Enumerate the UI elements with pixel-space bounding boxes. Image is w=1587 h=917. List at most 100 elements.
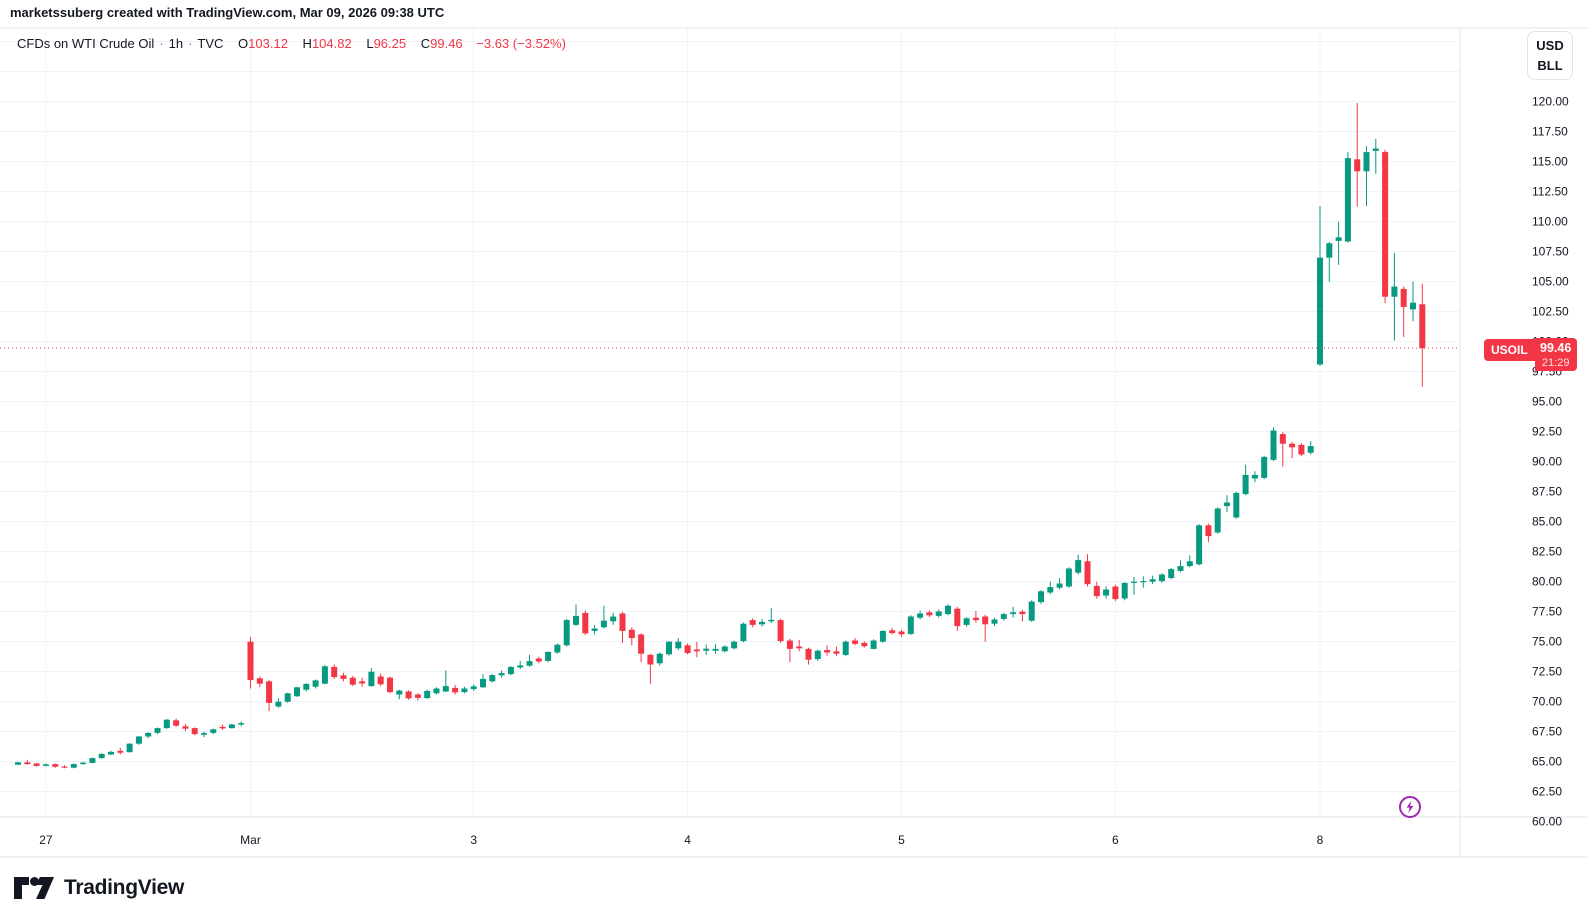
candle[interactable] bbox=[1186, 555, 1193, 568]
candle[interactable] bbox=[703, 644, 710, 655]
candle[interactable] bbox=[805, 647, 812, 665]
candle[interactable] bbox=[368, 668, 375, 687]
candle[interactable] bbox=[870, 639, 877, 650]
candle[interactable] bbox=[321, 665, 328, 685]
candle[interactable] bbox=[954, 606, 961, 631]
candle[interactable] bbox=[675, 638, 682, 651]
candle[interactable] bbox=[898, 629, 905, 637]
candle[interactable] bbox=[1047, 581, 1054, 595]
candle[interactable] bbox=[294, 686, 300, 697]
candle[interactable] bbox=[284, 692, 291, 703]
candle[interactable] bbox=[210, 728, 217, 735]
candle[interactable] bbox=[1372, 138, 1379, 174]
candle[interactable] bbox=[1251, 471, 1258, 483]
candle[interactable] bbox=[1019, 609, 1026, 622]
candle[interactable] bbox=[1140, 576, 1147, 588]
candle[interactable] bbox=[80, 761, 87, 765]
candle[interactable] bbox=[1279, 431, 1286, 467]
candle[interactable] bbox=[684, 643, 691, 655]
candle[interactable] bbox=[1131, 576, 1137, 595]
candle[interactable] bbox=[517, 660, 524, 670]
candle[interactable] bbox=[331, 664, 338, 679]
candle[interactable] bbox=[638, 633, 645, 663]
candle[interactable] bbox=[1382, 149, 1389, 304]
candlestick-series[interactable] bbox=[15, 102, 1426, 769]
candle[interactable] bbox=[1242, 464, 1249, 496]
candle[interactable] bbox=[247, 636, 254, 689]
candle[interactable] bbox=[824, 645, 831, 656]
candle[interactable] bbox=[1298, 443, 1305, 457]
candle[interactable] bbox=[814, 649, 821, 661]
candle[interactable] bbox=[1307, 441, 1314, 455]
candle[interactable] bbox=[359, 677, 366, 687]
candle[interactable] bbox=[786, 638, 793, 663]
candle[interactable] bbox=[647, 653, 654, 684]
candle[interactable] bbox=[387, 676, 393, 694]
candle[interactable] bbox=[396, 689, 403, 700]
candle[interactable] bbox=[777, 618, 784, 643]
candle[interactable] bbox=[1056, 578, 1063, 590]
candle[interactable] bbox=[712, 644, 719, 654]
candle[interactable] bbox=[768, 608, 775, 624]
candle[interactable] bbox=[1158, 573, 1165, 583]
candle[interactable] bbox=[33, 762, 40, 767]
candle[interactable] bbox=[1289, 441, 1296, 459]
candle[interactable] bbox=[1103, 586, 1110, 599]
candle[interactable] bbox=[945, 604, 951, 616]
candle[interactable] bbox=[507, 666, 514, 676]
legend-interval[interactable]: 1h bbox=[168, 36, 184, 51]
candle[interactable] bbox=[1065, 567, 1072, 588]
candle[interactable] bbox=[1000, 612, 1007, 621]
candle[interactable] bbox=[303, 683, 310, 692]
candle[interactable] bbox=[972, 611, 979, 623]
candle[interactable] bbox=[1354, 102, 1361, 207]
candle[interactable] bbox=[554, 643, 561, 654]
candle[interactable] bbox=[219, 724, 226, 730]
candle[interactable] bbox=[693, 641, 700, 658]
candle[interactable] bbox=[740, 622, 747, 643]
candle[interactable] bbox=[879, 630, 886, 643]
candle[interactable] bbox=[414, 693, 421, 701]
candle[interactable] bbox=[1121, 582, 1128, 601]
candle[interactable] bbox=[666, 641, 672, 656]
candle[interactable] bbox=[1400, 286, 1407, 337]
candle[interactable] bbox=[731, 640, 738, 650]
candle[interactable] bbox=[563, 618, 570, 647]
candle[interactable] bbox=[656, 652, 663, 666]
candle[interactable] bbox=[461, 686, 468, 694]
candle[interactable] bbox=[573, 604, 579, 627]
candle[interactable] bbox=[526, 654, 533, 667]
candle[interactable] bbox=[628, 627, 635, 646]
candle[interactable] bbox=[1168, 567, 1175, 580]
candle[interactable] bbox=[861, 641, 868, 648]
candle[interactable] bbox=[1177, 560, 1184, 573]
candle[interactable] bbox=[238, 721, 245, 727]
candle[interactable] bbox=[907, 615, 914, 636]
candle[interactable] bbox=[98, 753, 105, 759]
candle[interactable] bbox=[349, 675, 356, 687]
candle[interactable] bbox=[1233, 491, 1240, 519]
candle[interactable] bbox=[545, 651, 552, 663]
candle[interactable] bbox=[228, 723, 235, 729]
candle[interactable] bbox=[1112, 584, 1119, 601]
candle[interactable] bbox=[452, 684, 459, 695]
candle[interactable] bbox=[852, 638, 858, 646]
candle[interactable] bbox=[1038, 590, 1044, 604]
candle[interactable] bbox=[89, 757, 96, 764]
time-axis[interactable]: 27 Mar 3 4 5 6 8 bbox=[39, 833, 1323, 847]
candle[interactable] bbox=[1270, 427, 1277, 462]
candle[interactable] bbox=[52, 763, 59, 768]
candle[interactable] bbox=[1344, 152, 1351, 243]
candle[interactable] bbox=[312, 679, 319, 689]
candle[interactable] bbox=[759, 618, 765, 627]
candle[interactable] bbox=[796, 639, 803, 652]
candle[interactable] bbox=[1317, 206, 1323, 366]
candle[interactable] bbox=[749, 618, 756, 628]
tradingview-logo[interactable]: TradingView bbox=[13, 876, 184, 900]
candle[interactable] bbox=[600, 605, 607, 629]
candle[interactable] bbox=[126, 743, 133, 753]
candle[interactable] bbox=[535, 656, 542, 664]
candle[interactable] bbox=[424, 689, 431, 699]
candle[interactable] bbox=[256, 676, 263, 688]
